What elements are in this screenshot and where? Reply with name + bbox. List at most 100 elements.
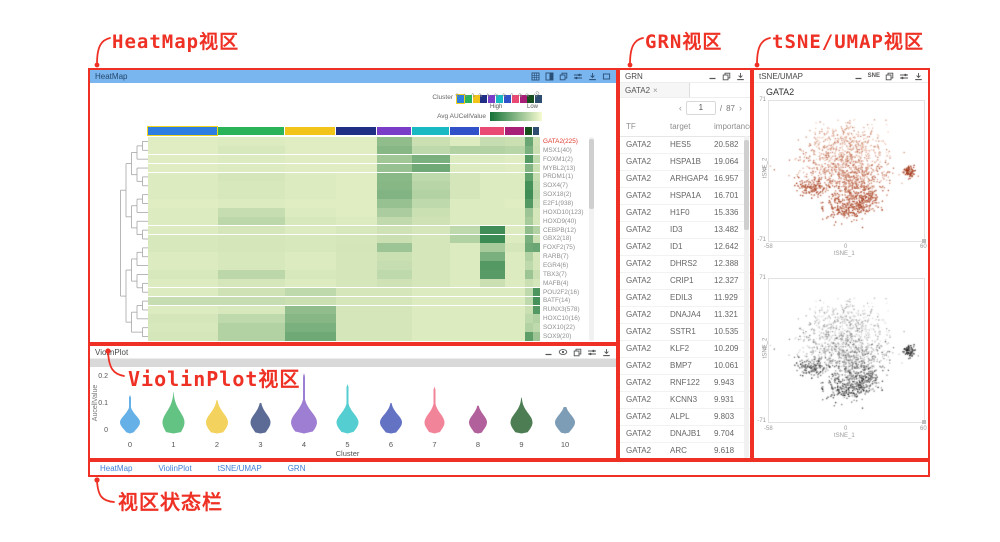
heatmap-cell[interactable] xyxy=(377,314,412,323)
minimize-icon[interactable] xyxy=(544,348,553,357)
heatmap-row-label[interactable]: HOXC10(16) xyxy=(543,315,580,323)
status-tab-heatmap[interactable]: HeatMap xyxy=(100,464,133,473)
heatmap-cell[interactable] xyxy=(533,252,540,261)
heatmap-cell[interactable] xyxy=(218,145,285,155)
heatmap-cell[interactable] xyxy=(480,314,505,323)
heatmap-cell[interactable] xyxy=(336,154,377,164)
heatmap-cell[interactable] xyxy=(450,234,480,244)
heatmap-cell[interactable] xyxy=(148,323,218,332)
heatmap-cell[interactable] xyxy=(480,225,505,235)
heatmap-cell[interactable] xyxy=(533,278,540,288)
heatmap-cell[interactable] xyxy=(218,252,285,261)
grn-table-row[interactable]: GATA2 ARHGAP4 16.957 xyxy=(620,171,750,188)
heatmap-cell[interactable] xyxy=(285,225,336,235)
heatmap-cell[interactable] xyxy=(533,137,540,146)
heatmap-cell[interactable] xyxy=(218,190,285,199)
heatmap-cell[interactable] xyxy=(218,208,285,217)
heatmap-cell[interactable] xyxy=(505,163,525,173)
heatmap-cell[interactable] xyxy=(412,243,450,252)
contrast-icon[interactable] xyxy=(545,72,554,81)
cluster-column-band-segment[interactable] xyxy=(285,127,335,135)
heatmap-cell[interactable] xyxy=(450,163,480,173)
heatmap-cell[interactable] xyxy=(450,181,480,190)
violin-chart[interactable]: 0 0.1 0.2 AucellValue 0 1 2 3 4 5 6 7 8 9 10 Cluster xyxy=(90,346,616,458)
restore-icon[interactable] xyxy=(573,348,582,357)
heatmap-cell[interactable] xyxy=(285,252,336,261)
heatmap-cell[interactable] xyxy=(218,181,285,190)
heatmap-cell[interactable] xyxy=(525,323,533,332)
heatmap-cell[interactable] xyxy=(525,181,533,190)
heatmap-cell[interactable] xyxy=(533,190,540,199)
cluster-column-band-segment[interactable] xyxy=(525,127,532,135)
heatmap-cell[interactable] xyxy=(218,243,285,252)
heatmap-row-label[interactable]: GATA2(225) xyxy=(543,137,578,145)
heatmap-cell[interactable] xyxy=(533,225,540,235)
settings-icon[interactable] xyxy=(899,72,909,81)
heatmap-cell[interactable] xyxy=(377,332,412,341)
violin-scroll-strip[interactable] xyxy=(90,359,616,367)
heatmap-cell[interactable] xyxy=(285,332,336,341)
download-icon[interactable] xyxy=(588,72,597,81)
heatmap-cell[interactable] xyxy=(480,154,505,164)
heatmap-cell[interactable] xyxy=(148,287,218,297)
heatmap-cell[interactable] xyxy=(336,234,377,244)
heatmap-cell[interactable] xyxy=(336,137,377,146)
heatmap-cell[interactable] xyxy=(525,314,533,323)
heatmap-cell[interactable] xyxy=(336,199,377,208)
violin-shape[interactable] xyxy=(250,403,271,434)
heatmap-cell[interactable] xyxy=(218,323,285,332)
heatmap-cell[interactable] xyxy=(533,163,540,173)
heatmap-cell[interactable] xyxy=(450,314,480,323)
heatmap-cell[interactable] xyxy=(533,145,540,155)
heatmap-cell[interactable] xyxy=(450,154,480,164)
heatmap-row-label[interactable]: SOX9(20) xyxy=(543,332,572,340)
cluster-column-band-segment[interactable] xyxy=(412,127,449,135)
heatmap-row-label[interactable]: E2F1(938) xyxy=(543,199,574,207)
heatmap-cell[interactable] xyxy=(412,137,450,146)
grn-table-row[interactable]: GATA2 HES5 20.582 xyxy=(620,137,750,154)
heatmap-cell[interactable] xyxy=(480,234,505,244)
heatmap-cell[interactable] xyxy=(525,234,533,244)
grn-table-row[interactable]: GATA2 KLF2 10.209 xyxy=(620,341,750,358)
heatmap-row-label[interactable]: BATF(14) xyxy=(543,297,571,305)
heatmap-cell[interactable] xyxy=(336,305,377,314)
heatmap-cell[interactable] xyxy=(218,154,285,164)
heatmap-row-label[interactable]: MYBL2(13) xyxy=(543,164,576,172)
heatmap-cell[interactable] xyxy=(450,190,480,199)
restore-icon[interactable] xyxy=(722,72,731,81)
grn-table-row[interactable]: GATA2 DHRS2 12.388 xyxy=(620,256,750,273)
heatmap-cell[interactable] xyxy=(525,145,533,155)
heatmap-cell[interactable] xyxy=(377,278,412,288)
heatmap-cell[interactable] xyxy=(525,137,533,146)
heatmap-cell[interactable] xyxy=(148,199,218,208)
heatmap-cell[interactable] xyxy=(285,287,336,297)
heatmap-cell[interactable] xyxy=(377,252,412,261)
heatmap-cell[interactable] xyxy=(525,305,533,314)
heatmap-cell[interactable] xyxy=(285,234,336,244)
heatmap-cell[interactable] xyxy=(412,199,450,208)
status-tab-grn[interactable]: GRN xyxy=(287,464,306,473)
violin-shape[interactable] xyxy=(380,403,402,434)
heatmap-cell[interactable] xyxy=(505,216,525,226)
heatmap-cell[interactable] xyxy=(533,296,540,306)
heatmap-cell[interactable] xyxy=(450,172,480,181)
violin-shape[interactable] xyxy=(510,397,533,434)
heatmap-cell[interactable] xyxy=(336,261,377,270)
cluster-legend-swatch[interactable] xyxy=(472,95,480,103)
heatmap-cell[interactable] xyxy=(505,145,525,155)
grn-table-row[interactable]: GATA2 BMP7 10.061 xyxy=(620,358,750,375)
heatmap-cell[interactable] xyxy=(412,332,450,341)
heatmap-cell[interactable] xyxy=(377,287,412,297)
heatmap-row-label[interactable]: SOX18(2) xyxy=(543,191,572,199)
status-tab-violinplot[interactable]: ViolinPlot xyxy=(158,464,192,473)
heatmap-cell[interactable] xyxy=(336,278,377,288)
heatmap-cell[interactable] xyxy=(336,323,377,332)
heatmap-cell[interactable] xyxy=(480,199,505,208)
heatmap-cell[interactable] xyxy=(450,199,480,208)
heatmap-cell[interactable] xyxy=(533,216,540,226)
heatmap-cell[interactable] xyxy=(505,154,525,164)
violin-shape[interactable] xyxy=(555,407,575,434)
status-tab-tsne-umap[interactable]: tSNE/UMAP xyxy=(217,464,262,473)
heatmap-cell[interactable] xyxy=(525,252,533,261)
heatmap-cell[interactable] xyxy=(218,163,285,173)
